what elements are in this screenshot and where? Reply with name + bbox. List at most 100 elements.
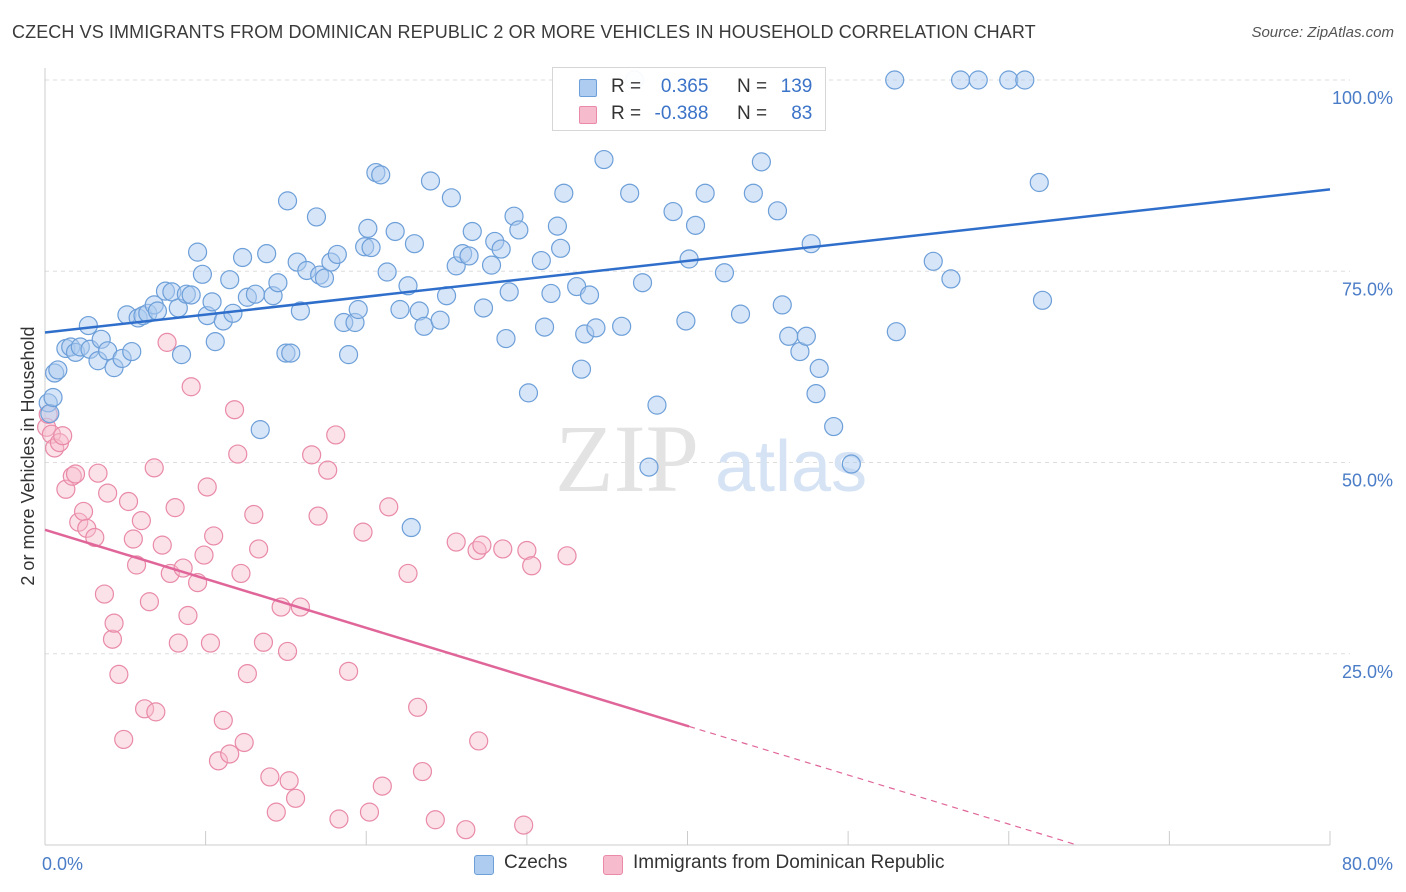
data-point-dominican	[353, 522, 373, 542]
data-point-czech	[147, 301, 168, 321]
legend-r-label: R =	[611, 76, 642, 97]
data-point-dominican	[308, 506, 328, 526]
data-point-czech	[647, 395, 667, 415]
bottom-legend-label-czech: Czechs	[504, 852, 568, 873]
data-point-dominican	[114, 729, 134, 750]
data-point-czech	[809, 358, 829, 379]
data-point-dominican	[234, 732, 254, 753]
data-point-dominican	[194, 545, 214, 565]
data-point-czech	[277, 191, 298, 211]
data-point-dominican	[253, 632, 274, 652]
data-point-dominican	[109, 664, 129, 685]
trend-lines	[44, 188, 1331, 846]
data-point-czech	[338, 345, 359, 365]
data-point-czech	[772, 295, 792, 315]
bottom-legend: Czechs Immigrants from Dominican Republi…	[0, 852, 1406, 878]
data-point-czech	[612, 316, 632, 336]
data-point-czech	[43, 387, 63, 408]
data-point-dominican	[200, 633, 221, 653]
data-point-czech	[586, 318, 606, 338]
data-point-czech	[743, 183, 763, 203]
data-point-czech	[401, 517, 421, 538]
watermark-zip: ZIP	[555, 405, 699, 512]
data-point-czech	[1015, 70, 1035, 90]
data-point-czech	[796, 326, 816, 346]
data-point-czech	[250, 420, 270, 440]
legend-text-czech: R = 0.365 N = 139	[611, 76, 812, 98]
y-tick-label: 75.0%	[1342, 279, 1393, 299]
data-point-czech	[547, 216, 567, 236]
data-point-czech	[496, 328, 516, 349]
data-point-dominican	[213, 710, 233, 730]
data-point-czech	[462, 221, 482, 242]
data-point-czech	[779, 326, 799, 346]
data-point-czech	[361, 237, 381, 258]
data-point-czech	[414, 316, 434, 336]
data-point-dominican	[260, 767, 280, 787]
data-point-czech	[202, 292, 222, 312]
data-point-czech	[541, 283, 561, 304]
data-point-dominican	[472, 535, 492, 555]
data-point-czech	[192, 264, 213, 284]
data-point-czech	[968, 70, 988, 90]
data-point-dominican	[277, 641, 298, 662]
data-point-dominican	[522, 556, 542, 576]
data-point-dominican	[456, 820, 476, 840]
data-point-dominican	[249, 539, 269, 559]
data-point-dominican	[152, 535, 172, 555]
data-point-czech	[348, 299, 368, 320]
data-point-czech	[571, 359, 592, 379]
data-point-czech	[509, 220, 529, 240]
data-point-czech	[554, 183, 574, 203]
data-point-czech	[841, 454, 861, 474]
grid-lines	[45, 79, 1350, 655]
y-axis-title: 2 or more Vehicles in Household	[18, 326, 38, 585]
data-point-czech	[306, 207, 327, 227]
data-point-czech	[632, 273, 653, 293]
data-point-dominican	[279, 771, 299, 791]
data-point-dominican	[231, 563, 251, 584]
bottom-legend-swatch-czech	[474, 855, 494, 875]
data-point-czech	[685, 215, 706, 235]
data-point-czech	[551, 238, 571, 258]
watermark: ZIP atlas	[555, 405, 867, 512]
y-tick-label: 50.0%	[1342, 471, 1393, 491]
data-point-czech	[430, 310, 450, 330]
data-point-dominican	[102, 629, 123, 649]
data-point-czech	[420, 171, 441, 191]
legend-n-value-czech: 139	[780, 76, 813, 97]
data-point-dominican	[53, 426, 73, 446]
data-point-czech	[518, 383, 539, 403]
data-point-dominican	[157, 332, 177, 352]
data-point-dominican	[168, 633, 188, 653]
data-point-czech	[534, 317, 555, 337]
data-point-czech	[923, 251, 943, 271]
data-point-czech	[999, 70, 1019, 90]
data-point-dominican	[224, 400, 245, 420]
legend-n-label: N =	[736, 103, 768, 124]
data-point-dominican	[302, 445, 322, 465]
data-point-dominican	[446, 532, 466, 552]
data-point-czech	[459, 246, 479, 266]
trend-line-czech	[44, 188, 1331, 334]
bottom-legend-label-dominican: Immigrants from Dominican Republic	[633, 852, 945, 873]
data-point-czech	[801, 234, 821, 254]
data-point-czech	[268, 273, 288, 293]
data-point-dominican	[94, 584, 115, 604]
data-point-dominican	[73, 501, 94, 522]
data-point-dominican	[266, 802, 286, 822]
data-point-dominican	[412, 761, 433, 782]
data-point-czech	[358, 218, 378, 239]
legend-swatch-czech	[579, 79, 597, 97]
data-point-dominican	[139, 592, 160, 612]
legend-r-label: R =	[611, 103, 642, 124]
x-tick-label: 80.0%	[1342, 854, 1393, 874]
data-point-czech	[481, 255, 502, 275]
data-point-czech	[187, 242, 208, 262]
data-point-czech	[40, 403, 60, 424]
data-point-czech	[639, 457, 659, 477]
data-point-czech	[885, 70, 905, 90]
data-point-czech	[491, 239, 511, 259]
data-point-dominican	[181, 377, 201, 397]
